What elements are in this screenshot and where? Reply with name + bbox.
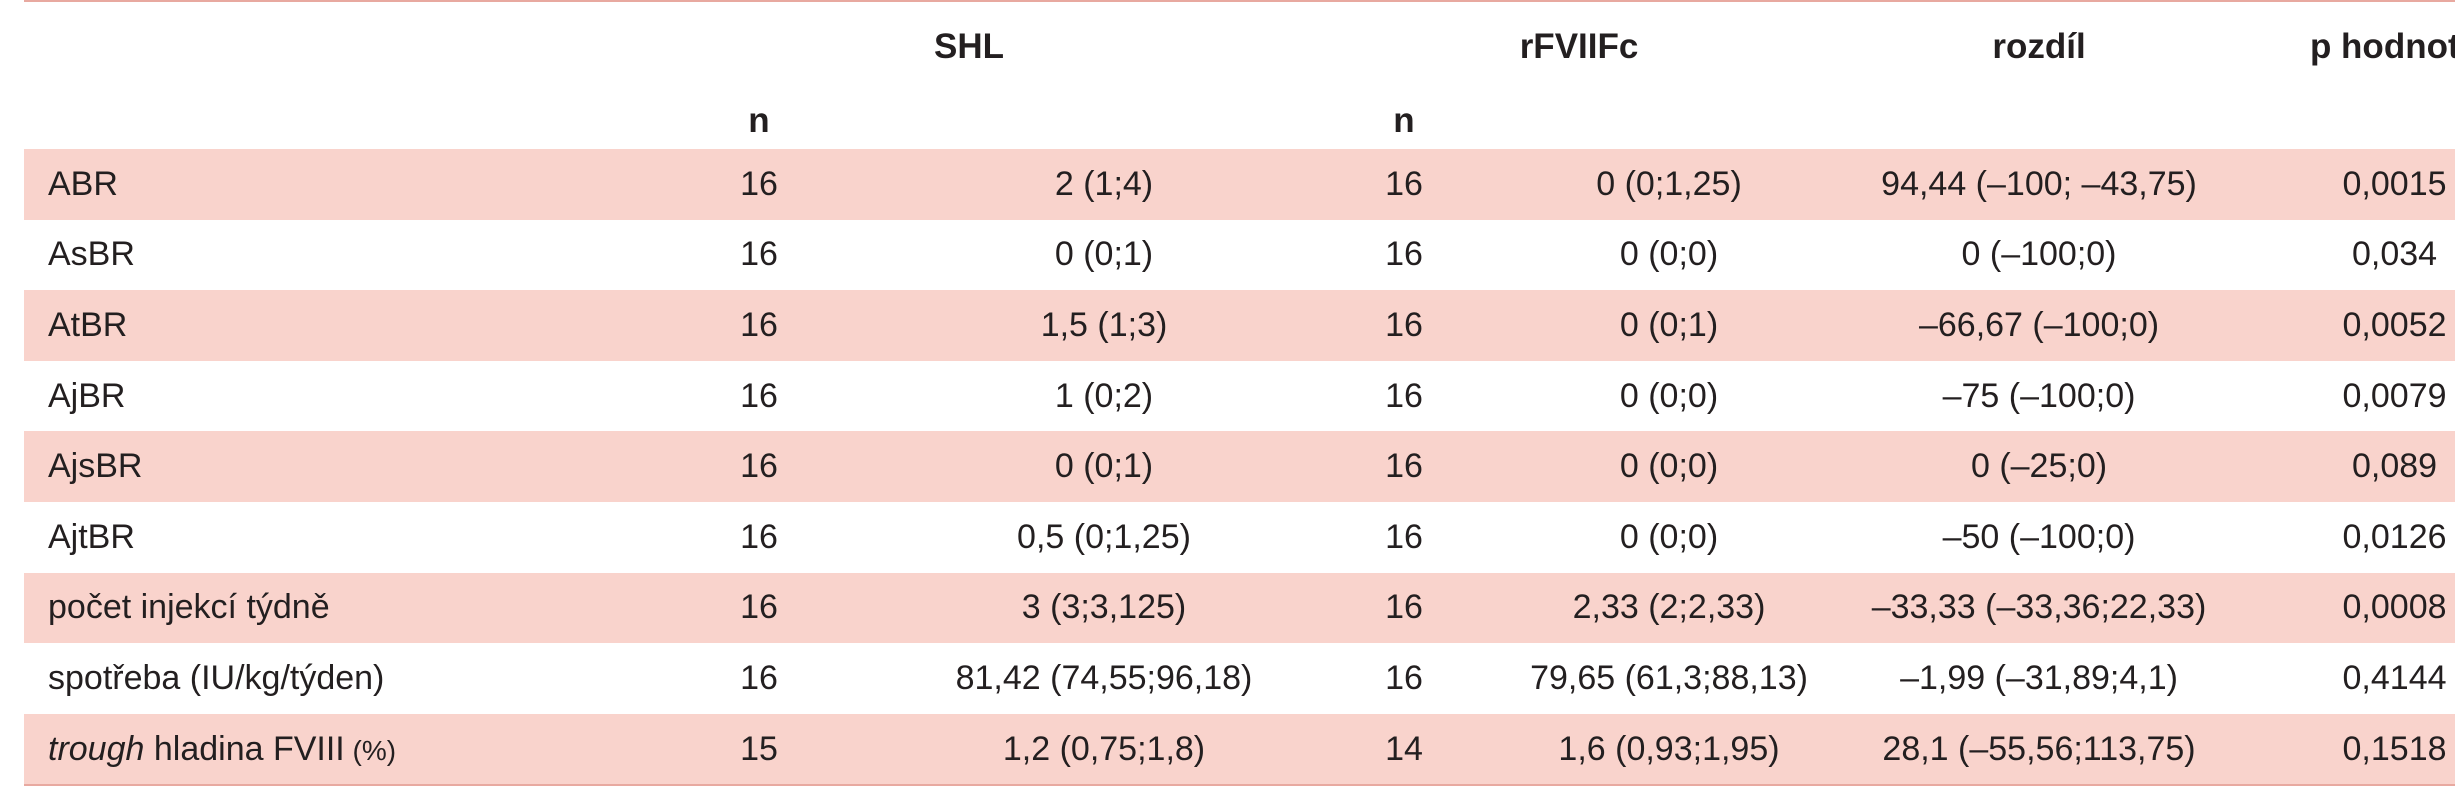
cell-n-rf: 14 xyxy=(1314,713,1494,786)
cell-shl: 3 (3;3,125) xyxy=(894,572,1314,644)
cell-diff: –66,67 (–100;0) xyxy=(1844,290,2235,361)
cell-p: 0,0015 xyxy=(2234,149,2455,220)
cell-n-rf: 16 xyxy=(1385,517,1423,556)
cell-n-shl: 15 xyxy=(624,713,894,786)
cell-n-shl: 16 xyxy=(740,658,778,697)
cell-rf: 0 (0;0) xyxy=(1619,376,1719,415)
cell-n-rf: 16 xyxy=(1314,290,1494,361)
cell-n-rf: 16 xyxy=(1385,235,1423,274)
cell-rf: 1,6 (0,93;1,95) xyxy=(1494,713,1845,786)
cell-n-shl: 16 xyxy=(624,149,894,220)
cell-shl: 0 (0;1) xyxy=(894,431,1314,502)
table-row: AtBR 16 1,5 (1;3) 16 0 (0;1) –66,67 (–10… xyxy=(24,290,2455,361)
cell-n-rf: 16 xyxy=(1314,572,1494,644)
cell-diff: –33,33 (–33,36;22,33) xyxy=(1844,572,2235,644)
row-label: AsBR xyxy=(48,235,135,274)
header-empty-cell xyxy=(2234,92,2455,149)
row-label: AjsBR xyxy=(24,431,624,502)
cell-rf: 2,33 (2;2,33) xyxy=(1494,572,1845,644)
cell-p: 0,0126 xyxy=(2342,517,2447,556)
cell-diff: –1,99 (–31,89;4,1) xyxy=(1900,658,2178,697)
cell-p: 0,0008 xyxy=(2234,572,2455,644)
row-label: spotřeba (IU/kg/týden) xyxy=(48,658,385,697)
table-row: počet injekcí týdně 16 3 (3;3,125) 16 2,… xyxy=(24,572,2455,644)
header-p-value: p hodnota xyxy=(2234,0,2455,92)
cell-n-shl: 16 xyxy=(624,431,894,502)
row-label-italic: trough xyxy=(48,729,145,768)
cell-shl: 1,5 (1;3) xyxy=(894,290,1314,361)
cell-rf: 79,65 (61,3;88,13) xyxy=(1530,658,1808,697)
table-row: AjBR 16 1 (0;2) 16 0 (0;0) –75 (–100;0) … xyxy=(24,361,2455,432)
cell-diff: 0 (–100;0) xyxy=(1961,235,2117,274)
row-label: AjBR xyxy=(48,376,126,415)
table-row: AjtBR 16 0,5 (0;1,25) 16 0 (0;0) –50 (–1… xyxy=(24,502,2455,573)
cell-n-shl: 16 xyxy=(624,572,894,644)
results-table: SHL rFVIIFc rozdíl p hodnota n n ABR 16 … xyxy=(24,0,2455,786)
header-empty-cell xyxy=(24,0,624,92)
row-label: AjtBR xyxy=(48,517,135,556)
cell-n-shl: 16 xyxy=(624,290,894,361)
header-n-rfviiifc: n xyxy=(1393,100,1415,140)
cell-rf: 0 (0;0) xyxy=(1494,431,1845,502)
header-row-groups: SHL rFVIIFc rozdíl p hodnota xyxy=(24,0,2455,92)
table-row: spotřeba (IU/kg/týden) 16 81,42 (74,55;9… xyxy=(24,643,2455,714)
table-row: ABR 16 2 (1;4) 16 0 (0;1,25) 94,44 (–100… xyxy=(24,149,2455,220)
cell-rf: 0 (0;1) xyxy=(1494,290,1845,361)
row-label-unit: (%) xyxy=(344,734,397,766)
cell-p: 0,089 xyxy=(2234,431,2455,502)
header-empty-cell xyxy=(1844,92,2234,149)
header-n-shl: n xyxy=(748,100,770,140)
header-empty-cell xyxy=(1494,92,1844,149)
cell-p: 0,0079 xyxy=(2342,376,2447,415)
table-row: AsBR 16 0 (0;1) 16 0 (0;0) 0 (–100;0) 0,… xyxy=(24,220,2455,291)
cell-shl: 81,42 (74,55;96,18) xyxy=(955,658,1253,697)
header-shl: SHL xyxy=(624,0,1314,92)
cell-diff: 94,44 (–100; –43,75) xyxy=(1844,149,2235,220)
cell-rf: 0 (0;0) xyxy=(1619,235,1719,274)
header-diff: rozdíl xyxy=(1844,0,2235,92)
row-label: ABR xyxy=(24,149,624,220)
table-row: trough hladina FVIII (%) 15 1,2 (0,75;1,… xyxy=(24,713,2455,786)
header-empty-cell xyxy=(894,92,1314,149)
cell-rf: 0 (0;0) xyxy=(1619,517,1719,556)
row-label: AtBR xyxy=(24,290,624,361)
cell-p: 0,034 xyxy=(2351,235,2438,274)
cell-shl: 0,5 (0;1,25) xyxy=(1017,517,1191,556)
cell-p: 0,4144 xyxy=(2342,658,2447,697)
header-row-n: n n xyxy=(24,92,2455,149)
row-label: trough hladina FVIII (%) xyxy=(24,713,624,786)
cell-n-shl: 16 xyxy=(740,517,778,556)
cell-diff: 0 (–25;0) xyxy=(1844,431,2235,502)
cell-n-rf: 16 xyxy=(1385,658,1423,697)
row-label: počet injekcí týdně xyxy=(24,572,624,644)
cell-p: 0,1518 xyxy=(2234,713,2455,786)
cell-diff: 28,1 (–55,56;113,75) xyxy=(1844,713,2235,786)
cell-shl: 1,2 (0,75;1,8) xyxy=(894,713,1314,786)
row-label-rest: hladina FVIII xyxy=(144,729,345,768)
cell-n-rf: 16 xyxy=(1314,149,1494,220)
cell-n-shl: 16 xyxy=(740,376,778,415)
cell-shl: 0 (0;1) xyxy=(1054,235,1154,274)
header-empty-cell xyxy=(24,92,624,149)
cell-shl: 1 (0;2) xyxy=(1054,376,1154,415)
cell-n-shl: 16 xyxy=(740,235,778,274)
header-rfviiifc: rFVIIFc xyxy=(1314,0,1845,92)
cell-diff: –75 (–100;0) xyxy=(1942,376,2136,415)
cell-rf: 0 (0;1,25) xyxy=(1494,149,1845,220)
cell-n-rf: 16 xyxy=(1385,376,1423,415)
cell-p: 0,0052 xyxy=(2234,290,2455,361)
cell-diff: –50 (–100;0) xyxy=(1942,517,2136,556)
cell-shl: 2 (1;4) xyxy=(894,149,1314,220)
table-row: AjsBR 16 0 (0;1) 16 0 (0;0) 0 (–25;0) 0,… xyxy=(24,431,2455,502)
cell-n-rf: 16 xyxy=(1314,431,1494,502)
